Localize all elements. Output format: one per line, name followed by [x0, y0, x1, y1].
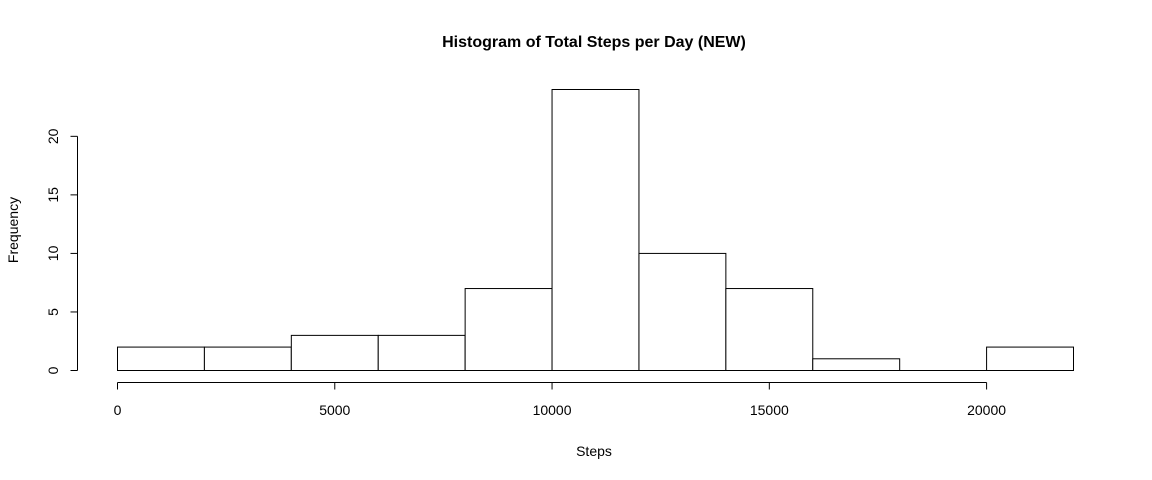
x-tick-label: 15000	[750, 402, 789, 418]
histogram-bar	[117, 346, 205, 372]
histogram-bar	[203, 346, 292, 372]
histogram-bar	[986, 346, 1074, 372]
chart-title: Histogram of Total Steps per Day (NEW)	[442, 34, 746, 51]
x-axis: 0 5000 10000 15000 20000	[114, 382, 1006, 418]
x-tick-label: 0	[114, 402, 122, 418]
y-tick-label: 0	[45, 366, 61, 374]
y-tick-label: 15	[45, 187, 61, 203]
histogram-bar	[464, 288, 553, 371]
y-axis: 0 5 10 15 20	[45, 128, 78, 374]
histogram-bar	[290, 334, 379, 371]
histogram-bar	[725, 288, 814, 371]
histogram-bar	[638, 252, 727, 372]
x-axis-label: Steps	[576, 443, 612, 459]
x-tick-label: 10000	[533, 402, 572, 418]
y-tick-label: 5	[45, 308, 61, 316]
histogram-bar	[377, 334, 466, 371]
histogram-bar	[551, 89, 640, 371]
y-tick-label: 10	[45, 245, 61, 261]
y-tick-label: 20	[45, 128, 61, 144]
histogram-bar	[812, 358, 901, 371]
bars-group	[117, 89, 1074, 372]
x-tick-label: 20000	[967, 402, 1006, 418]
x-tick-label: 5000	[319, 402, 350, 418]
y-axis-label: Frequency	[5, 197, 21, 263]
